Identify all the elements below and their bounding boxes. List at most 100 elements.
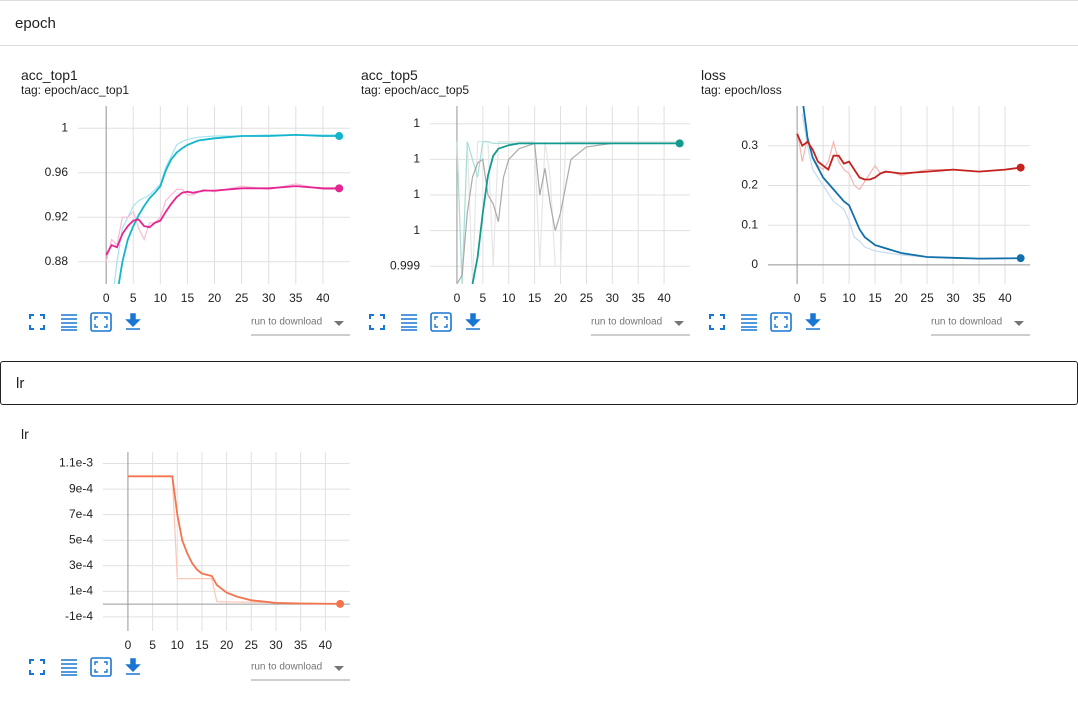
card-title: acc_top1: [21, 67, 78, 83]
y-tick-label: 1: [413, 152, 420, 166]
line: [796, 133, 1021, 181]
dropdown-caret: [674, 321, 684, 326]
icon-shape: [774, 316, 788, 328]
dropdown-caret: [334, 666, 344, 671]
x-tick-label: 30: [946, 291, 960, 305]
icon-fullscreen[interactable]: [29, 659, 45, 675]
line: [456, 141, 680, 284]
x-tick-label: 0: [794, 291, 801, 305]
x-tick-label: 25: [580, 291, 594, 305]
x-tick-label: 35: [289, 291, 303, 305]
icon-log-scale[interactable]: [61, 659, 77, 676]
y-tick-label: 0.96: [45, 165, 69, 179]
line: [117, 133, 340, 284]
icon-shape: [369, 314, 385, 330]
icon-download[interactable]: [805, 313, 821, 330]
section-title: lr: [16, 374, 25, 392]
card-title: lr: [21, 426, 29, 442]
card-tag: tag: epoch/loss: [701, 83, 782, 97]
run-dropdown[interactable]: run to download: [591, 317, 690, 336]
end-marker: [335, 132, 344, 141]
icon-fit-domain[interactable]: [90, 312, 112, 332]
x-tick-label: 35: [972, 291, 986, 305]
line: [471, 142, 680, 284]
icon-shape: [29, 659, 45, 675]
icon-log-scale[interactable]: [741, 314, 757, 331]
dropdown-caret: [334, 321, 344, 326]
icon-shape: [90, 312, 112, 332]
icon-shape: [94, 316, 108, 328]
icon-shape: [741, 314, 757, 331]
line: [127, 475, 341, 605]
icon-log-scale[interactable]: [61, 314, 77, 331]
run-dropdown[interactable]: run to download: [251, 317, 350, 336]
x-tick-label: 0: [103, 291, 110, 305]
x-tick-label: 10: [171, 638, 185, 652]
x-tick-label: 15: [868, 291, 882, 305]
icon-shape: [770, 312, 792, 332]
y-tick-label: 7e-4: [69, 507, 93, 521]
dropdown-caret: [1014, 321, 1024, 326]
icon-shape: [709, 314, 725, 330]
x-tick-label: 15: [181, 291, 195, 305]
run-dropdown[interactable]: run to download: [251, 662, 350, 681]
y-tick-label: 0.92: [45, 209, 69, 223]
icon-shape: [805, 313, 821, 330]
icon-shape: [465, 313, 481, 330]
line: [113, 134, 340, 284]
section-header[interactable]: epoch: [0, 0, 1078, 46]
plot: 0 5 10 15 20 25 30 35 40 0 0.1 0.2 0.3: [741, 106, 1030, 305]
x-tick-label: 5: [130, 291, 137, 305]
icon-shape: [90, 657, 112, 677]
y-tick-label: 0.3: [741, 138, 758, 152]
x-tick-label: 5: [479, 291, 486, 305]
icon-fullscreen[interactable]: [29, 314, 45, 330]
icon-fit-domain[interactable]: [770, 312, 792, 332]
run-dropdown[interactable]: run to download: [931, 317, 1030, 336]
icon-download[interactable]: [465, 313, 481, 330]
lines: [456, 141, 680, 284]
x-tick-label: 25: [920, 291, 934, 305]
line: [105, 183, 340, 262]
y-tick-label: 3e-4: [69, 558, 93, 572]
end-marker: [675, 139, 684, 148]
x-tick-label: 20: [894, 291, 908, 305]
icon-log-scale[interactable]: [401, 314, 417, 331]
line: [796, 129, 1021, 191]
x-tick-label: 40: [657, 291, 671, 305]
y-tick-label: 0.999: [390, 258, 420, 272]
card-tag: tag: epoch/acc_top5: [361, 83, 470, 97]
icon-fullscreen[interactable]: [369, 314, 385, 330]
x-tick-label: 15: [528, 291, 542, 305]
icon-download[interactable]: [125, 313, 141, 330]
x-tick-label: 40: [998, 291, 1012, 305]
icon-shape: [125, 313, 141, 330]
x-tick-label: 25: [235, 291, 249, 305]
y-tick-label: 5e-4: [69, 532, 93, 546]
x-tick-label: 5: [820, 291, 827, 305]
x-tick-label: 25: [245, 638, 259, 652]
icon-fit-domain[interactable]: [90, 657, 112, 677]
icon-download[interactable]: [125, 658, 141, 675]
end-marker: [336, 599, 345, 608]
y-tick-label: 1: [413, 187, 420, 201]
x-tick-label: 20: [208, 291, 222, 305]
icon-fit-domain[interactable]: [430, 312, 452, 332]
x-tick-label: 35: [632, 291, 646, 305]
icon-shape: [401, 314, 417, 331]
x-tick-label: 10: [842, 291, 856, 305]
card-title: acc_top5: [361, 67, 418, 83]
end-marker: [1016, 254, 1025, 263]
line: [105, 185, 340, 256]
icon-shape: [29, 314, 45, 330]
line: [801, 113, 1021, 260]
x-tick-label: 30: [262, 291, 276, 305]
x-tick-label: 5: [149, 638, 156, 652]
icon-shape: [125, 658, 141, 675]
dropdown-label: run to download: [251, 317, 322, 328]
y-tick-label: 1: [61, 120, 68, 134]
x-tick-label: 20: [220, 638, 234, 652]
icon-fullscreen[interactable]: [709, 314, 725, 330]
x-tick-label: 30: [269, 638, 283, 652]
